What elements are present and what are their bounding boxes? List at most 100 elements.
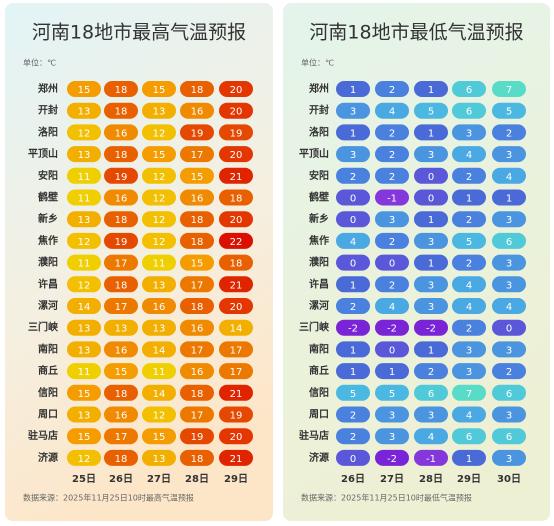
temperature-value: 16 bbox=[115, 194, 128, 205]
temperature-value: 2 bbox=[389, 85, 395, 96]
temperature-pill bbox=[104, 254, 138, 271]
city-label: 许昌 bbox=[309, 277, 329, 290]
temperature-pill bbox=[375, 167, 409, 184]
temperature-pill bbox=[492, 189, 526, 206]
temperature-value: 2 bbox=[466, 324, 472, 335]
temperature-pill bbox=[142, 319, 176, 336]
temperature-pill bbox=[219, 189, 253, 206]
temperature-value: 16 bbox=[115, 411, 128, 422]
temperature-pill bbox=[452, 319, 486, 336]
city-label: 焦作 bbox=[308, 234, 329, 247]
temperature-pill bbox=[452, 384, 486, 401]
temperature-value: 13 bbox=[153, 280, 166, 291]
temperature-pill bbox=[67, 167, 101, 184]
temperature-pill bbox=[219, 146, 253, 163]
temperature-value: 2 bbox=[466, 215, 472, 226]
city-label: 鹤壁 bbox=[308, 191, 329, 204]
city-label: 郑州 bbox=[309, 82, 329, 95]
temperature-value: 5 bbox=[389, 389, 395, 400]
temperature-pill bbox=[492, 298, 526, 314]
temperature-value: 20 bbox=[230, 302, 243, 313]
date-label: 28日 bbox=[419, 473, 443, 485]
temperature-pill bbox=[104, 146, 138, 163]
temperature-pill bbox=[336, 254, 370, 271]
temperature-value: 17 bbox=[230, 345, 243, 356]
temperature-pill bbox=[180, 81, 214, 97]
city-label: 濮阳 bbox=[38, 256, 58, 269]
temperature-pill bbox=[142, 189, 176, 206]
temperature-value: 4 bbox=[466, 150, 472, 161]
city-label: 平顶山 bbox=[28, 147, 58, 160]
temperature-value: 3 bbox=[350, 150, 356, 161]
temperature-pill bbox=[492, 124, 526, 141]
temperature-pill bbox=[492, 211, 526, 228]
temperature-value: 1 bbox=[350, 367, 356, 378]
temperature-pill bbox=[219, 341, 253, 358]
temperature-value: 16 bbox=[115, 128, 128, 139]
temperature-value: 21 bbox=[230, 172, 243, 183]
temperature-pill bbox=[142, 146, 176, 163]
temperature-pill bbox=[142, 232, 176, 249]
temperature-pill bbox=[104, 319, 138, 336]
temperature-value: 1 bbox=[350, 345, 356, 356]
temperature-pill bbox=[492, 254, 526, 271]
temperature-value: 17 bbox=[191, 411, 204, 422]
temperature-value: 0 bbox=[428, 194, 434, 205]
temperature-pill bbox=[336, 449, 370, 466]
temperature-pill bbox=[180, 449, 214, 466]
city-label: 漯河 bbox=[38, 299, 58, 312]
city-label: 许昌 bbox=[38, 277, 58, 290]
temperature-pill bbox=[336, 341, 370, 358]
temperature-pill bbox=[375, 276, 409, 293]
temperature-pill bbox=[452, 428, 486, 445]
temperature-pill bbox=[142, 81, 176, 97]
temperature-pill bbox=[414, 406, 448, 423]
temperature-pill bbox=[219, 232, 253, 249]
temperature-value: 15 bbox=[78, 432, 91, 443]
temperature-pill bbox=[336, 384, 370, 401]
temperature-value: 18 bbox=[191, 454, 204, 465]
date-label: 27日 bbox=[380, 473, 404, 485]
temperature-pill bbox=[336, 232, 370, 249]
temperature-value: 3 bbox=[428, 302, 434, 313]
temperature-value: -1 bbox=[387, 194, 397, 205]
temperature-pill bbox=[104, 211, 138, 228]
temperature-pill bbox=[452, 146, 486, 163]
temperature-value: 21 bbox=[230, 454, 243, 465]
temperature-value: 20 bbox=[230, 107, 243, 118]
temperature-pill bbox=[180, 146, 214, 163]
temperature-value: 11 bbox=[78, 172, 91, 183]
temperature-value: 19 bbox=[230, 411, 243, 422]
temperature-pill bbox=[375, 146, 409, 163]
temperature-pill bbox=[104, 189, 138, 206]
temperature-value: 16 bbox=[153, 302, 166, 313]
temperature-pill bbox=[142, 254, 176, 271]
temperature-value: 16 bbox=[191, 367, 204, 378]
temperature-pill bbox=[180, 363, 214, 380]
temperature-value: 18 bbox=[191, 302, 204, 313]
temperature-value: 4 bbox=[506, 172, 512, 183]
temperature-pill bbox=[452, 167, 486, 184]
temperature-value: -2 bbox=[387, 324, 397, 335]
temperature-pill bbox=[104, 276, 138, 293]
temperature-value: 12 bbox=[153, 411, 166, 422]
temperature-pill bbox=[219, 124, 253, 141]
temperature-pill bbox=[180, 211, 214, 228]
temperature-value: 6 bbox=[466, 432, 472, 443]
date-label: 30日 bbox=[497, 473, 521, 485]
temperature-pill bbox=[414, 81, 448, 97]
temperature-pill bbox=[452, 81, 486, 97]
temperature-pill bbox=[375, 102, 409, 119]
temperature-value: 19 bbox=[191, 432, 204, 443]
temperature-pill bbox=[67, 341, 101, 358]
temperature-pill bbox=[414, 276, 448, 293]
temperature-value: 17 bbox=[191, 150, 204, 161]
temperature-pill bbox=[336, 124, 370, 141]
temperature-pill bbox=[180, 298, 214, 314]
temperature-value: 1 bbox=[350, 128, 356, 139]
temperature-pill bbox=[452, 124, 486, 141]
temperature-value: 18 bbox=[115, 107, 128, 118]
city-label: 商丘 bbox=[38, 364, 58, 377]
temperature-value: 3 bbox=[506, 150, 512, 161]
temperature-pill bbox=[142, 167, 176, 184]
